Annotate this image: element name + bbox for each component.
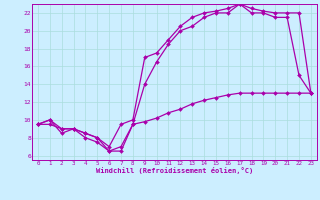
X-axis label: Windchill (Refroidissement éolien,°C): Windchill (Refroidissement éolien,°C) — [96, 168, 253, 174]
